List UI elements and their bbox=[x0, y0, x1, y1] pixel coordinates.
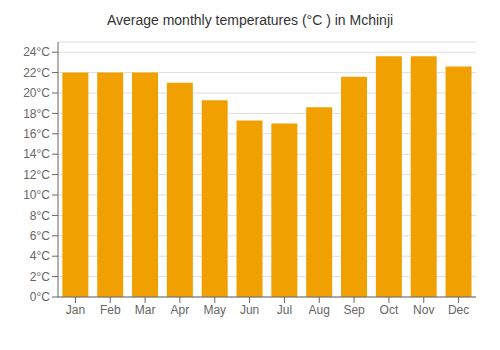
svg-text:Jan: Jan bbox=[66, 303, 85, 317]
svg-text:16°C: 16°C bbox=[23, 127, 50, 141]
svg-text:2°C: 2°C bbox=[30, 270, 50, 284]
svg-text:Nov: Nov bbox=[413, 303, 434, 317]
svg-text:Aug: Aug bbox=[309, 303, 330, 317]
svg-text:Sep: Sep bbox=[343, 303, 365, 317]
svg-text:24°C: 24°C bbox=[23, 45, 50, 59]
svg-text:Feb: Feb bbox=[100, 303, 121, 317]
svg-text:20°C: 20°C bbox=[23, 86, 50, 100]
svg-text:Mar: Mar bbox=[135, 303, 156, 317]
svg-text:12°C: 12°C bbox=[23, 168, 50, 182]
svg-text:10°C: 10°C bbox=[23, 188, 50, 202]
svg-text:Dec: Dec bbox=[448, 303, 469, 317]
svg-text:8°C: 8°C bbox=[30, 209, 50, 223]
svg-text:Jun: Jun bbox=[240, 303, 259, 317]
html-text:Average monthly temperatures (: Average monthly temperatures (°C ) in Mc… bbox=[106, 12, 394, 28]
svg-text:22°C: 22°C bbox=[23, 66, 50, 80]
svg-text:Oct: Oct bbox=[380, 303, 399, 317]
svg-text:14°C: 14°C bbox=[23, 147, 50, 161]
svg-text:4°C: 4°C bbox=[30, 249, 50, 263]
svg-text:Apr: Apr bbox=[171, 303, 190, 317]
svg-text:May: May bbox=[203, 303, 226, 317]
svg-text:Jul: Jul bbox=[277, 303, 292, 317]
svg-text:18°C: 18°C bbox=[23, 107, 50, 121]
svg-text:0°C: 0°C bbox=[30, 290, 50, 304]
svg-text:6°C: 6°C bbox=[30, 229, 50, 243]
